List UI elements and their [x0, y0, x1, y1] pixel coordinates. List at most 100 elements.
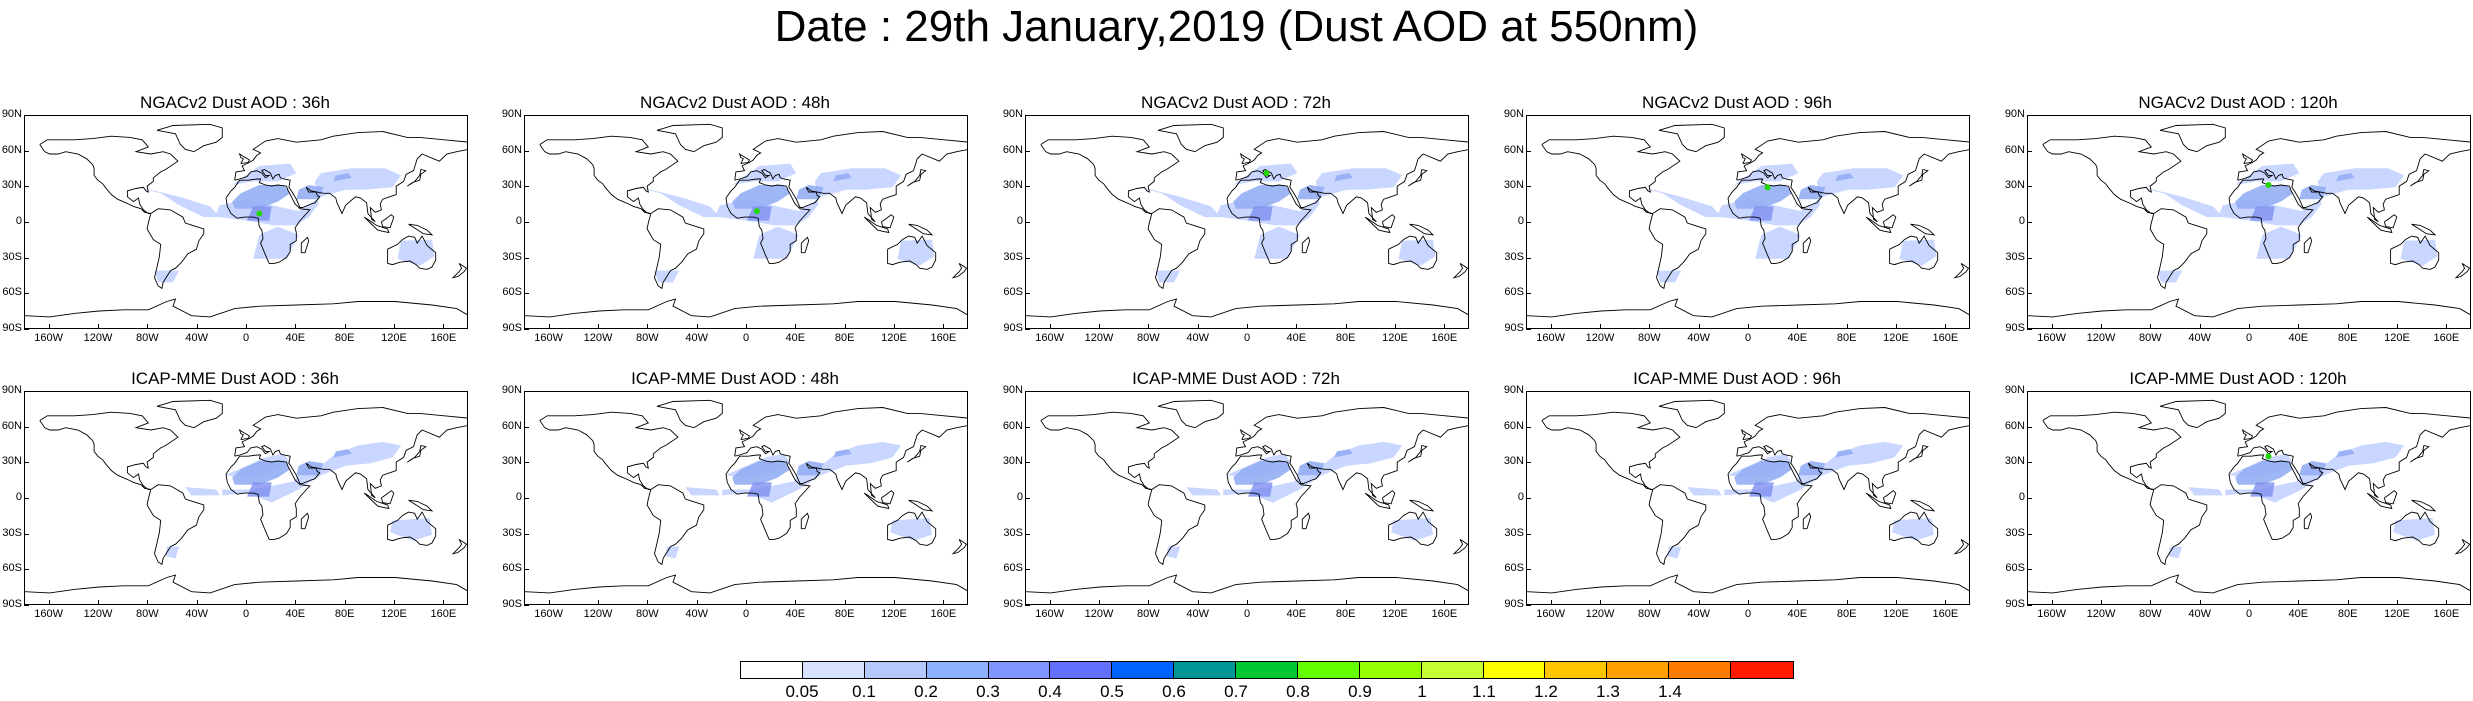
coastline-indonesia: [1364, 216, 1391, 234]
colorbar-label: 1.4: [1658, 682, 1682, 701]
dust-plume-light: [1892, 518, 1934, 541]
coastline-africa: [1727, 454, 1813, 540]
coastline-greenland: [2159, 399, 2226, 429]
lon-tick: [1099, 600, 1100, 605]
lat-tick: [1526, 462, 1531, 464]
coastline-borneo: [1381, 214, 1396, 229]
coastline-borneo: [1882, 214, 1897, 229]
lon-tick-label: 120W: [2086, 608, 2116, 620]
lon-tick: [1649, 324, 1651, 329]
lon-tick: [1197, 324, 1199, 329]
coastline-newzealand: [1452, 263, 1468, 279]
lon-tick: [2298, 600, 2300, 605]
dust-plume-light: [2139, 187, 2223, 218]
map-panel: ICAP-MME Dust AOD : 36h 90N 60N 30N 0 30S 60S 9…: [0, 369, 470, 620]
lat-tick-label: 30S: [1504, 526, 1524, 539]
lon-tick: [1649, 600, 1651, 605]
lat-tick: [1025, 115, 1030, 116]
dust-plume-medium: [1835, 173, 1854, 182]
lon-tick: [894, 600, 895, 605]
colorbar-box: [1545, 662, 1608, 678]
map-frame: [2027, 391, 2471, 605]
dust-plume-light: [665, 546, 680, 559]
dust-plume-light: [253, 226, 299, 259]
lon-tick-label: 0: [1744, 332, 1752, 344]
coastline-namerica: [1040, 135, 1180, 214]
world-map: [25, 123, 467, 318]
lat-tick: [1526, 222, 1531, 223]
dust-plume-medium: [333, 173, 352, 182]
lat-tick-label: 90S: [1003, 322, 1023, 334]
dust-plume-medium: [2235, 461, 2294, 485]
lon-tick: [1049, 324, 1051, 329]
coastline-greenland: [156, 123, 223, 153]
lat-tick: [1526, 257, 1531, 259]
dust-plume-light: [753, 226, 799, 259]
lon-tick-label: 0: [2245, 332, 2253, 344]
lat-tick: [1526, 533, 1531, 535]
coastline-borneo: [1882, 490, 1897, 505]
lat-tick: [524, 150, 529, 152]
coastline-namerica: [539, 411, 679, 490]
dust-plume-medium: [232, 461, 291, 485]
lon-tick-label: 160E: [430, 332, 457, 344]
dust-plume-light: [390, 518, 432, 541]
dust-plume-light: [1166, 546, 1181, 559]
panel-title: ICAP-MME Dust AOD : 96h: [1633, 369, 1841, 388]
lon-tick: [1148, 324, 1150, 329]
lat-tick-label: 60S: [2, 286, 22, 299]
lat-tick: [1025, 569, 1030, 571]
lat-tick-label: 30S: [2, 250, 22, 263]
lat-tick: [24, 391, 29, 392]
coastline-indonesia: [363, 216, 390, 234]
colorbar-label: 1: [1417, 682, 1427, 701]
lon-tick: [548, 324, 550, 329]
lat-tick-label: 90S: [1003, 598, 1023, 610]
coastline-newguinea: [2411, 223, 2437, 236]
lon-tick: [196, 324, 198, 329]
colorbar-box: [864, 662, 927, 678]
world-map: [1026, 123, 1468, 318]
lon-tick-label: 160W: [2037, 608, 2067, 620]
lat-tick: [524, 293, 529, 295]
lat-tick-label: 60S: [2, 562, 22, 575]
lat-tick-label: 30N: [1, 179, 22, 192]
lon-tick: [2298, 324, 2300, 329]
panel-title: ICAP-MME Dust AOD : 48h: [631, 369, 839, 388]
colorbar-box: [926, 662, 989, 678]
coastline-eurasia: [1736, 407, 1969, 499]
coastline-africa: [725, 454, 811, 540]
panel-title: NGACv2 Dust AOD : 96h: [1642, 93, 1832, 112]
coastline-antarctica: [25, 298, 467, 318]
map-frame: [24, 391, 468, 605]
panel-title: NGACv2 Dust AOD : 36h: [140, 93, 330, 112]
lon-tick-label: 40W: [1186, 332, 1209, 344]
lat-tick: [24, 150, 29, 152]
lon-tick-label: 120E: [2384, 608, 2410, 620]
coastline-australia: [2390, 235, 2440, 270]
lon-tick: [1345, 600, 1347, 605]
lat-tick: [1526, 426, 1531, 428]
lon-tick-label: 40E: [785, 608, 806, 620]
map-panel: NGACv2 Dust AOD : 96h 90N 60N 30N 0 30S 60S 90S…: [1502, 93, 1972, 344]
coastline-eurasia: [234, 407, 467, 499]
figure-title: Date : 29th January,2019 (Dust AOD at 55…: [774, 2, 1699, 51]
dust-plume-light: [397, 239, 435, 266]
lat-tick: [24, 222, 29, 223]
coastline-madagascar: [1802, 236, 1812, 254]
lat-tick-label: 0: [1016, 491, 1023, 503]
coastline-borneo: [2383, 214, 2398, 229]
map-panel: NGACv2 Dust AOD : 120h 90N 60N 30N 0 30S 60S 90…: [2003, 93, 2473, 344]
lon-tick-label: 120W: [1084, 332, 1114, 344]
colorbar-label: 1.3: [1596, 682, 1620, 701]
lon-tick: [1600, 324, 1601, 329]
lon-tick: [1345, 324, 1347, 329]
coastline-antarctica: [525, 574, 967, 594]
lon-tick-label: 40W: [1687, 332, 1710, 344]
lat-tick-label: 30N: [501, 179, 522, 192]
lat-tick-label: 60S: [1504, 286, 1524, 299]
lon-tick: [1896, 324, 1897, 329]
lat-tick-label: 60S: [2005, 286, 2025, 299]
coastline-newzealand: [1953, 263, 1969, 279]
lat-tick: [24, 115, 29, 116]
